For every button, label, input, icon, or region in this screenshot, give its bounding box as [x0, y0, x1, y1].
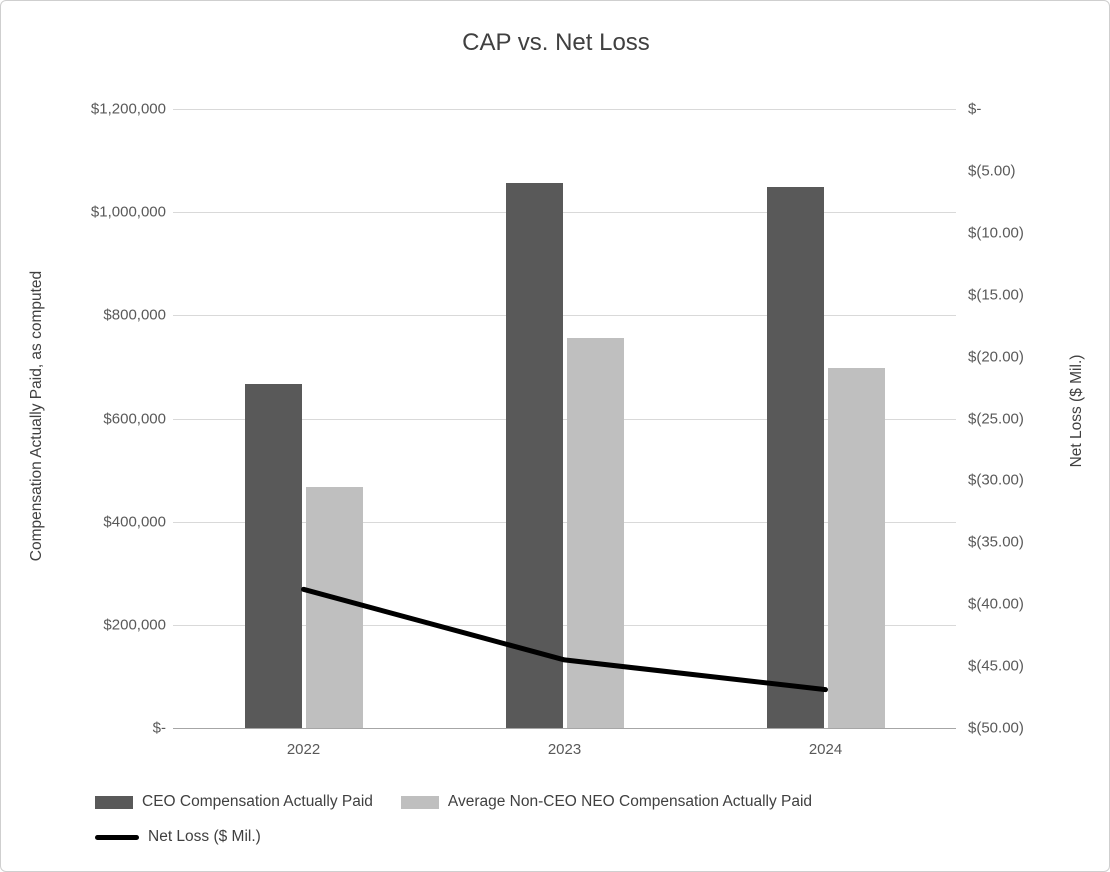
right-axis-tick: $- — [968, 100, 982, 118]
legend-label-netloss: Net Loss ($ Mil.) — [148, 828, 261, 845]
bar-ceo-2024 — [766, 186, 824, 728]
left-axis-tick: $800,000 — [103, 306, 166, 324]
gridline — [173, 521, 956, 523]
bar-neo-2024 — [827, 367, 885, 728]
bar-neo-2023 — [566, 338, 624, 728]
chart-title: CAP vs. Net Loss — [462, 29, 650, 56]
legend-item-netloss: Net Loss ($ Mil.) — [95, 828, 261, 846]
x-axis-tick: 2023 — [547, 741, 582, 758]
left-axis-tick: $1,000,000 — [90, 203, 166, 221]
right-axis-tick: $(30.00) — [968, 471, 1024, 489]
x-axis-tick: 2022 — [286, 741, 321, 758]
legend-swatch-line-icon — [95, 834, 139, 840]
gridline — [173, 418, 956, 420]
right-axis-tick: $(45.00) — [968, 657, 1024, 675]
x-axis-tick: 2024 — [808, 741, 843, 758]
right-axis-tick: $(35.00) — [968, 533, 1024, 551]
bar-ceo-2023 — [505, 182, 563, 728]
legend-swatch-neo-icon — [400, 795, 439, 809]
right-axis-tick: $(5.00) — [968, 162, 1016, 180]
legend-swatch-ceo-icon — [95, 795, 133, 809]
legend-row-bars: CEO Compensation Actually Paid Average N… — [95, 793, 812, 811]
left-axis-tick: $400,000 — [103, 513, 166, 531]
right-axis-tick: $(50.00) — [968, 719, 1024, 737]
left-axis-tick: $200,000 — [103, 616, 166, 634]
legend-row-line: Net Loss ($ Mil.) — [95, 828, 812, 846]
bar-neo-2022 — [305, 486, 363, 728]
gridline — [173, 212, 956, 214]
right-axis-tick: $(10.00) — [968, 224, 1024, 242]
left-axis-tick: $- — [152, 719, 166, 737]
legend: CEO Compensation Actually Paid Average N… — [95, 793, 812, 846]
right-axis-title: Net Loss ($ Mil.) — [1068, 354, 1085, 468]
bar-ceo-2022 — [244, 383, 302, 728]
left-axis-title: Compensation Actually Paid, as computed — [28, 270, 45, 562]
right-axis-tick: $(20.00) — [968, 348, 1024, 366]
legend-item-neo: Average Non-CEO NEO Compensation Actuall… — [400, 793, 813, 811]
x-axis-line — [173, 728, 956, 729]
left-axis-tick: $1,200,000 — [90, 100, 166, 118]
legend-label-ceo: CEO Compensation Actually Paid — [142, 793, 373, 810]
right-axis-tick: $(25.00) — [968, 410, 1024, 427]
left-axis-tick: $600,000 — [103, 410, 166, 427]
gridline — [173, 109, 956, 110]
right-axis-tick: $(15.00) — [968, 286, 1024, 304]
right-axis-tick: $(40.00) — [968, 595, 1024, 613]
legend-label-neo: Average Non-CEO NEO Compensation Actuall… — [447, 793, 813, 810]
gridline — [173, 315, 956, 317]
legend-item-ceo: CEO Compensation Actually Paid — [95, 793, 373, 811]
